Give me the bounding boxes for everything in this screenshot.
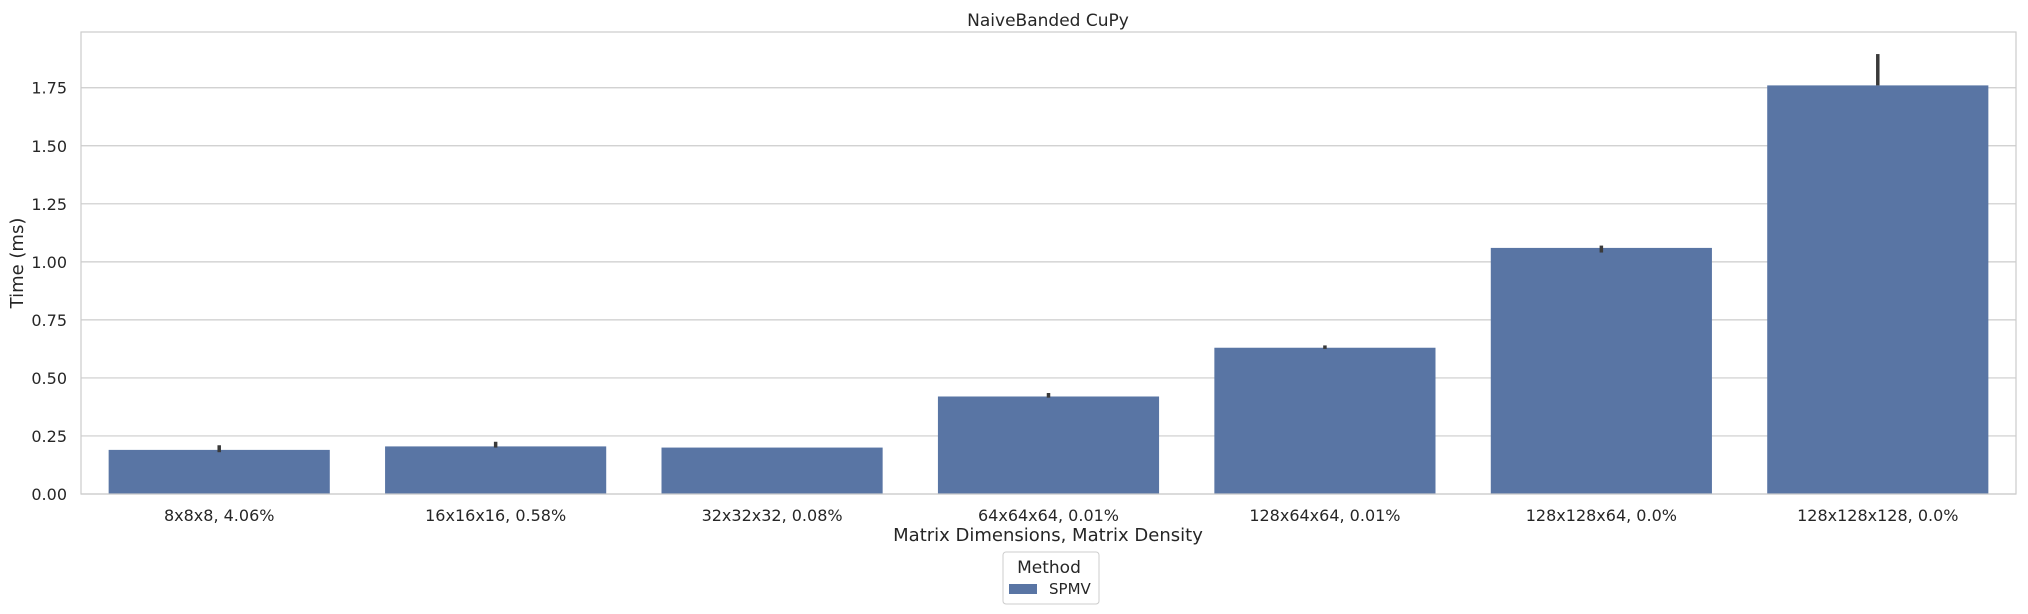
y-axis-label: Time (ms) — [7, 218, 28, 310]
y-tick-label: 1.50 — [31, 137, 67, 156]
y-tick-labels: 0.00 0.25 0.50 0.75 1.00 1.25 1.50 1.75 — [31, 79, 67, 504]
y-tick-label: 1.75 — [31, 79, 67, 98]
plot-frame — [80, 31, 2017, 495]
x-tick-label: 128x128x64, 0.0% — [1526, 506, 1677, 525]
y-tick-label: 1.25 — [31, 195, 67, 214]
x-axis-label: Matrix Dimensions, Matrix Density — [893, 525, 1203, 546]
bar — [108, 449, 330, 494]
chart-title: NaiveBanded CuPy — [967, 11, 1129, 31]
x-tick-label: 8x8x8, 4.06% — [164, 506, 274, 525]
y-gridlines — [81, 87, 2016, 495]
bar — [1767, 85, 1989, 495]
x-tick-labels: 8x8x8, 4.06% 16x16x16, 0.58% 32x32x32, 0.0… — [164, 506, 1959, 525]
y-tick-label: 0.75 — [31, 311, 67, 330]
x-tick-label: 128x64x64, 0.01% — [1249, 506, 1400, 525]
bars — [108, 85, 1989, 495]
bar — [937, 396, 1160, 494]
y-tick-label: 0.00 — [31, 485, 67, 504]
x-tick-label: 32x32x32, 0.08% — [702, 506, 843, 525]
bar — [1490, 247, 1712, 494]
bar — [1214, 347, 1436, 494]
x-tick-label: 128x128x128, 0.0% — [1797, 506, 1958, 525]
x-tick-label: 16x16x16, 0.58% — [425, 506, 566, 525]
error-bars — [217, 54, 1880, 453]
legend-swatch — [1009, 584, 1037, 594]
legend-label: SPMV — [1049, 580, 1092, 598]
bar — [661, 447, 883, 494]
legend-title: Method — [1017, 558, 1081, 578]
legend: Method SPMV — [1002, 551, 1100, 605]
y-tick-label: 0.25 — [31, 427, 67, 446]
y-tick-label: 1.00 — [31, 253, 67, 272]
x-tick-label: 64x64x64, 0.01% — [978, 506, 1119, 525]
y-tick-label: 0.50 — [31, 369, 67, 388]
bar — [385, 446, 607, 494]
